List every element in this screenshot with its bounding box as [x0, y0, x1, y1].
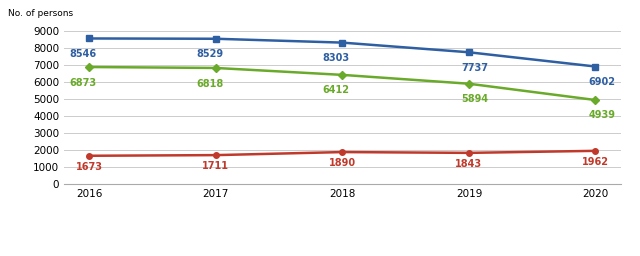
Sentenced persons [339, 73, 346, 77]
Overall (1) [465, 51, 473, 54]
Overall (1) [339, 41, 346, 44]
Line: Overall (1): Overall (1) [86, 35, 599, 70]
Persons on remand [591, 149, 599, 152]
Line: Sentenced persons: Sentenced persons [86, 64, 598, 103]
Text: 1890: 1890 [329, 158, 356, 168]
Text: 1962: 1962 [582, 157, 609, 167]
Sentenced persons [591, 99, 599, 102]
Text: 4939: 4939 [588, 110, 615, 120]
Persons on remand [465, 151, 473, 154]
Text: 6818: 6818 [196, 79, 223, 89]
Text: 8546: 8546 [69, 49, 97, 59]
Line: Persons on remand: Persons on remand [86, 148, 598, 158]
Persons on remand [212, 154, 220, 157]
Text: 6412: 6412 [323, 86, 349, 95]
Text: 6873: 6873 [69, 78, 97, 88]
Text: 8303: 8303 [323, 53, 349, 63]
Text: 1673: 1673 [76, 162, 103, 172]
Text: 1711: 1711 [202, 161, 229, 171]
Text: 5894: 5894 [461, 94, 489, 104]
Persons on remand [86, 154, 93, 157]
Sentenced persons [86, 66, 93, 69]
Text: 1843: 1843 [456, 159, 483, 169]
Text: 7737: 7737 [462, 62, 489, 72]
Sentenced persons [465, 82, 473, 85]
Overall (1) [591, 65, 599, 68]
Text: 8529: 8529 [196, 49, 223, 59]
Overall (1) [86, 37, 93, 40]
Overall (1) [212, 37, 220, 40]
Persons on remand [339, 151, 346, 154]
Sentenced persons [212, 66, 220, 69]
Text: No. of persons: No. of persons [8, 9, 74, 18]
Text: 6902: 6902 [588, 77, 615, 87]
